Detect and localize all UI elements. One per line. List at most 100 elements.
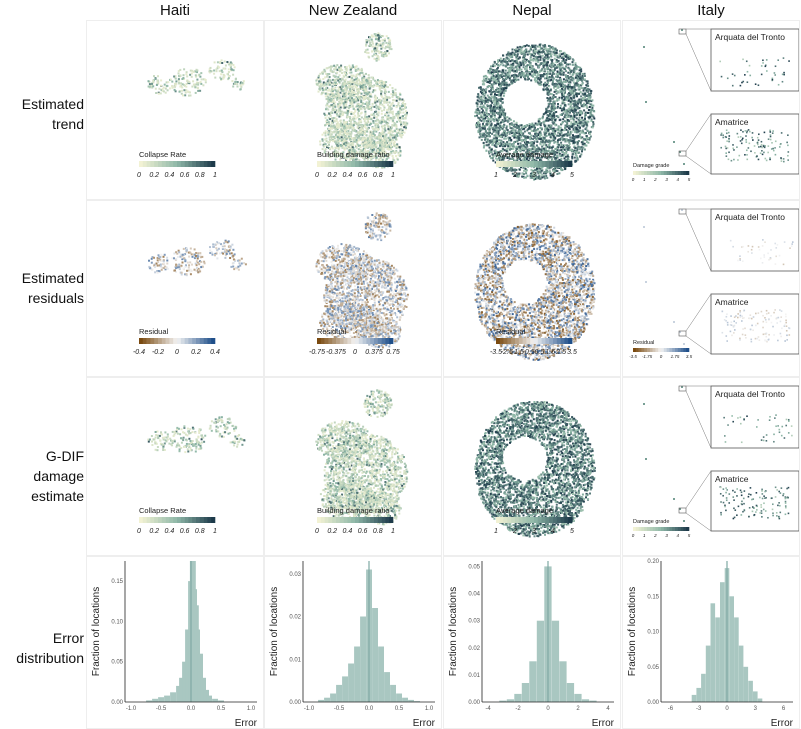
map-svg: Arquata del Tronto Amatrice Residual -3.5 -1… <box>629 208 799 359</box>
map-svg: Building damage ratio 0 0.2 0.4 0.6 0.8 1 <box>315 32 409 179</box>
colorbar-legend: Damage grade 0 1 2 3 4 5 <box>632 519 691 538</box>
y-tick-label: 0.02 <box>289 615 301 621</box>
histogram-bar <box>354 646 360 702</box>
histogram-bar <box>360 616 366 702</box>
inset-label: Arquata del Tronto <box>715 212 785 222</box>
x-tick-label: -0.5 <box>156 706 167 712</box>
colorbar-tick-label: -2.5 <box>501 349 513 356</box>
histogram-bar <box>324 697 330 702</box>
histogram-bar <box>182 661 188 702</box>
y-tick-label: 0.00 <box>647 700 659 706</box>
colorbar-legend: Average damage 1 2 3 4 5 <box>494 150 574 179</box>
colorbar-tick-label: 2 <box>653 533 657 538</box>
colorbar-tick-label: 0.8 <box>195 528 205 535</box>
histogram-svg: -1.0 -0.5 0.0 0.5 1.0 0.00 0.01 0.02 0.03 Error Fr… <box>269 561 436 729</box>
colorbar-tick-label: 0 <box>632 177 635 182</box>
row-title-line: Error <box>52 630 84 646</box>
y-axis-label: Fraction of locations <box>627 587 638 677</box>
histogram-bar <box>734 617 739 702</box>
colorbar-legend: Building damage ratio 0 0.2 0.4 0.6 0.8 1 <box>315 506 395 535</box>
y-tick-label: 0.05 <box>647 665 659 671</box>
map-pixels <box>147 416 246 454</box>
colorbar-tick-label: 1 <box>494 528 498 535</box>
x-axis-label: Error <box>413 718 436 729</box>
x-tick-label: -2 <box>515 706 521 712</box>
x-tick-label: -6 <box>668 706 674 712</box>
colorbar-title: Residual <box>139 327 169 336</box>
colorbar-tick-label: 1 <box>643 533 646 538</box>
colorbar-tick-label: 0 <box>353 349 357 356</box>
row-title-line: Estimated <box>21 96 84 112</box>
y-tick-label: 0.10 <box>111 619 123 625</box>
x-tick-label: -1.0 <box>126 706 137 712</box>
colorbar-tick-label: 0 <box>315 172 319 179</box>
x-tick-label: -1.0 <box>304 706 315 712</box>
inset-bottom: Amatrice <box>678 113 799 175</box>
colorbar-tick-label: 2 <box>512 172 517 179</box>
histogram-bar <box>710 603 716 702</box>
histogram-bar <box>506 699 515 702</box>
map-panel-italy: Arquata del Tronto Amatrice Damage grade 0 1… <box>622 377 800 556</box>
colorbar-legend: Collapse Rate 0 0.2 0.4 0.6 0.8 1 <box>137 150 217 179</box>
histogram-bar <box>729 596 734 702</box>
y-tick-label: 0.05 <box>111 660 123 666</box>
y-tick-label: 0.01 <box>468 673 480 679</box>
row-title-line: Estimated <box>21 270 84 286</box>
x-tick-label: 0.0 <box>187 706 196 712</box>
histogram-panel-nepal: -4 -2 0 2 4 0.00 0.01 0.02 0.03 0.04 0.05 Error Frac… <box>443 556 621 729</box>
colorbar-tick-label: 0.2 <box>149 172 159 179</box>
histogram-bar <box>146 700 152 702</box>
row-title-line: damage <box>33 468 84 484</box>
x-tick-label: 3 <box>754 706 758 712</box>
map-svg: Residual -3.5-2.5-1.5-0.5 0.5 1.5 2.5 3.5 <box>474 223 596 361</box>
y-tick-label: 0.01 <box>289 657 301 663</box>
histogram-bar <box>378 646 384 702</box>
histogram-bar <box>164 695 170 702</box>
y-tick-label: 0.02 <box>468 646 480 652</box>
colorbar-tick-label: 1 <box>391 528 395 535</box>
inset-label: Amatrice <box>715 474 749 484</box>
colorbar-tick-label: 0 <box>632 533 635 538</box>
inset-top: Arquata del Tronto <box>678 208 799 272</box>
histogram-bar <box>589 700 597 702</box>
row-title-gdif: G-DIF damage estimate <box>0 446 84 506</box>
row-title-line: estimate <box>31 488 84 504</box>
inset-label: Arquata del Tronto <box>715 32 785 42</box>
histogram-bar <box>152 698 158 702</box>
y-tick-label: 0.05 <box>468 564 480 570</box>
y-tick-label: 0.20 <box>647 559 659 565</box>
colorbar-tick-label: 3 <box>665 177 668 182</box>
histogram-bar <box>170 692 176 702</box>
colorbar-tick-label: 0.2 <box>327 172 337 179</box>
y-axis-label: Fraction of locations <box>448 587 459 677</box>
row-title-line: residuals <box>27 290 84 306</box>
histogram-bar <box>203 689 209 702</box>
row-title-trend: Estimated trend <box>0 94 84 134</box>
colorbar-legend: Average damage 1 2 3 4 5 <box>494 506 574 535</box>
y-axis-label: Fraction of locations <box>269 587 280 677</box>
colorbar-tick-label: 0.6 <box>180 172 190 179</box>
colorbar-tick-label: -3.5 <box>629 354 637 359</box>
x-tick-label: 0.0 <box>365 706 374 712</box>
x-tick-label: -4 <box>485 706 491 712</box>
histogram-svg: -4 -2 0 2 4 0.00 0.01 0.02 0.03 0.04 0.05 Error Frac… <box>448 561 615 728</box>
map-svg: Collapse Rate 0 0.2 0.4 0.6 0.8 1 <box>137 59 245 179</box>
row-title-residuals: Estimated residuals <box>0 268 84 308</box>
y-axis-label: Fraction of locations <box>91 587 102 677</box>
colorbar-tick-label: 0.8 <box>373 528 383 535</box>
colorbar-tick-label: 0.4 <box>210 349 220 356</box>
colorbar-tick-label: 5 <box>688 533 691 538</box>
map-svg: Arquata del Tronto Amatrice Damage grade 0 1… <box>632 385 799 538</box>
histogram-bar <box>176 685 182 702</box>
colorbar-tick-label: 0.8 <box>373 172 383 179</box>
histogram-panel-new-zealand: -1.0 -0.5 0.0 0.5 1.0 0.00 0.01 0.02 0.03 Error Fr… <box>264 556 442 729</box>
x-tick-label: 0 <box>725 706 729 712</box>
colorbar-tick-label: 4 <box>677 533 680 538</box>
colorbar-tick-label: 4 <box>677 177 680 182</box>
colorbar-tick-label: -0.75 <box>309 349 325 356</box>
x-axis-label: Error <box>771 718 794 729</box>
italy-points <box>643 386 685 522</box>
column-title-new-zealand: New Zealand <box>308 2 398 19</box>
colorbar-tick-label: 0 <box>315 528 319 535</box>
histogram-bar <box>748 680 753 702</box>
